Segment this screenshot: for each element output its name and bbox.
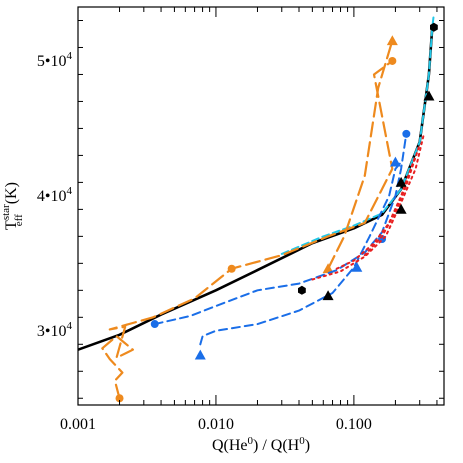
series-10-marker-1 bbox=[395, 203, 407, 214]
series-5-marker-2 bbox=[389, 156, 401, 167]
series-2-line bbox=[101, 59, 394, 400]
series-10-marker-0 bbox=[322, 290, 334, 301]
y-tick-label-1: 4•104 bbox=[37, 185, 73, 205]
x-tick-label-1: 0.010 bbox=[198, 416, 234, 433]
series-2-marker-1 bbox=[227, 264, 236, 273]
series-0-line bbox=[78, 25, 434, 352]
series-2-marker-0 bbox=[115, 394, 124, 403]
series-7-line bbox=[335, 154, 417, 270]
series-9-marker-1 bbox=[430, 22, 438, 32]
series-10-marker-2 bbox=[395, 176, 407, 187]
x-axis-label: Q(He0) / Q(H0) bbox=[212, 435, 310, 454]
series-10-marker-3 bbox=[423, 90, 435, 101]
series-5-marker-1 bbox=[351, 261, 363, 272]
labels-layer: 0.001 0.010 0.100 3•104 4•104 5•104 Q(He0) / Q… bbox=[0, 50, 372, 454]
series-5-line bbox=[199, 161, 403, 346]
axes-layer bbox=[77, 6, 445, 406]
y-tick-label-2: 5•104 bbox=[37, 50, 73, 70]
x-tick-label-0: 0.001 bbox=[60, 416, 96, 433]
series-6-line bbox=[311, 134, 425, 281]
series-8-line bbox=[363, 143, 421, 257]
series-4-marker-2 bbox=[402, 129, 411, 138]
series-3-line bbox=[327, 39, 394, 270]
series-2-marker-2 bbox=[388, 56, 397, 65]
series-layer bbox=[78, 12, 438, 403]
plot-frame bbox=[77, 6, 445, 406]
y-axis-label: Tstareff (K) bbox=[0, 182, 25, 230]
series-5-marker-0 bbox=[194, 349, 206, 360]
y-tick-label-0: 3•104 bbox=[37, 320, 73, 340]
series-4-marker-0 bbox=[150, 320, 159, 329]
x-tick-label-2: 0.100 bbox=[336, 416, 372, 433]
series-1-line bbox=[280, 12, 435, 255]
series-3-marker-0 bbox=[322, 263, 334, 274]
series-4-line bbox=[153, 132, 408, 326]
series-3-marker-1 bbox=[386, 35, 398, 46]
series-9-marker-0 bbox=[298, 285, 306, 295]
